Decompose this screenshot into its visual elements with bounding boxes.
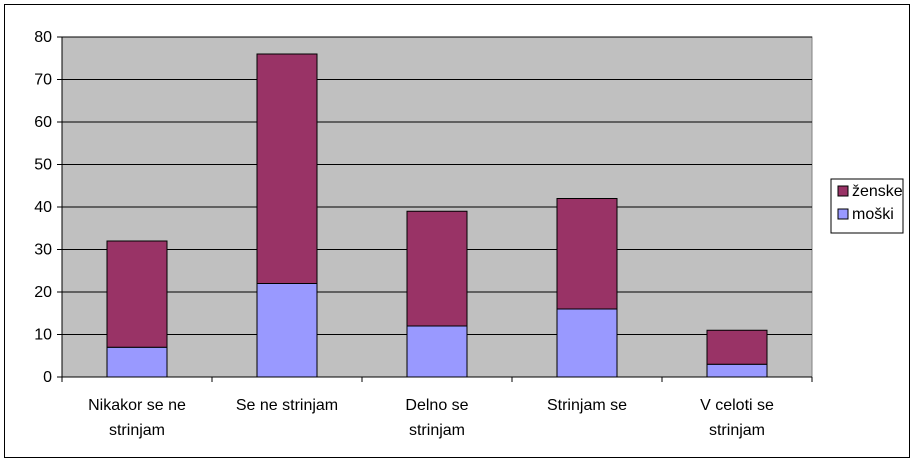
y-axis-ticks: 0 10 20 30 40 50 60 70 80 bbox=[34, 29, 62, 386]
x-category-label: Nikakor se ne strinjam bbox=[88, 397, 186, 439]
x-axis-labels: Nikakor se ne strinjam Se ne strinjam Delno… bbox=[88, 397, 774, 439]
bar-segment bbox=[706, 363, 768, 378]
y-tick-label: 30 bbox=[34, 242, 52, 259]
bar-segment bbox=[406, 325, 468, 378]
bar-segment bbox=[556, 308, 618, 378]
y-tick-label: 60 bbox=[34, 114, 52, 131]
axes bbox=[61, 37, 813, 382]
legend-label: ženske bbox=[852, 183, 903, 200]
y-tick-label: 70 bbox=[34, 72, 52, 89]
x-category-label: Se ne strinjam bbox=[236, 397, 338, 414]
y-tick-label: 40 bbox=[34, 199, 52, 216]
bar-segment bbox=[256, 283, 318, 378]
bar-segment bbox=[106, 240, 168, 348]
y-tick-label: 0 bbox=[43, 369, 52, 386]
x-category-label: V celoti se strinjam bbox=[700, 397, 774, 439]
y-tick-label: 50 bbox=[34, 157, 52, 174]
x-category-label: Strinjam se bbox=[547, 397, 627, 414]
bar-segment bbox=[406, 210, 468, 327]
legend-swatch bbox=[837, 185, 849, 197]
y-tick-label: 10 bbox=[34, 327, 52, 344]
bar-segment bbox=[706, 329, 768, 365]
legend: ženske moški bbox=[830, 178, 904, 234]
bar-segment bbox=[256, 53, 318, 284]
legend-swatch bbox=[837, 208, 849, 220]
y-tick-label: 20 bbox=[34, 284, 52, 301]
x-category-label: Delno se strinjam bbox=[405, 397, 468, 439]
bars bbox=[106, 53, 768, 378]
legend-label: moški bbox=[852, 206, 894, 223]
y-tick-label: 80 bbox=[34, 29, 52, 46]
bar-segment bbox=[106, 346, 168, 378]
bar-segment bbox=[556, 198, 618, 310]
